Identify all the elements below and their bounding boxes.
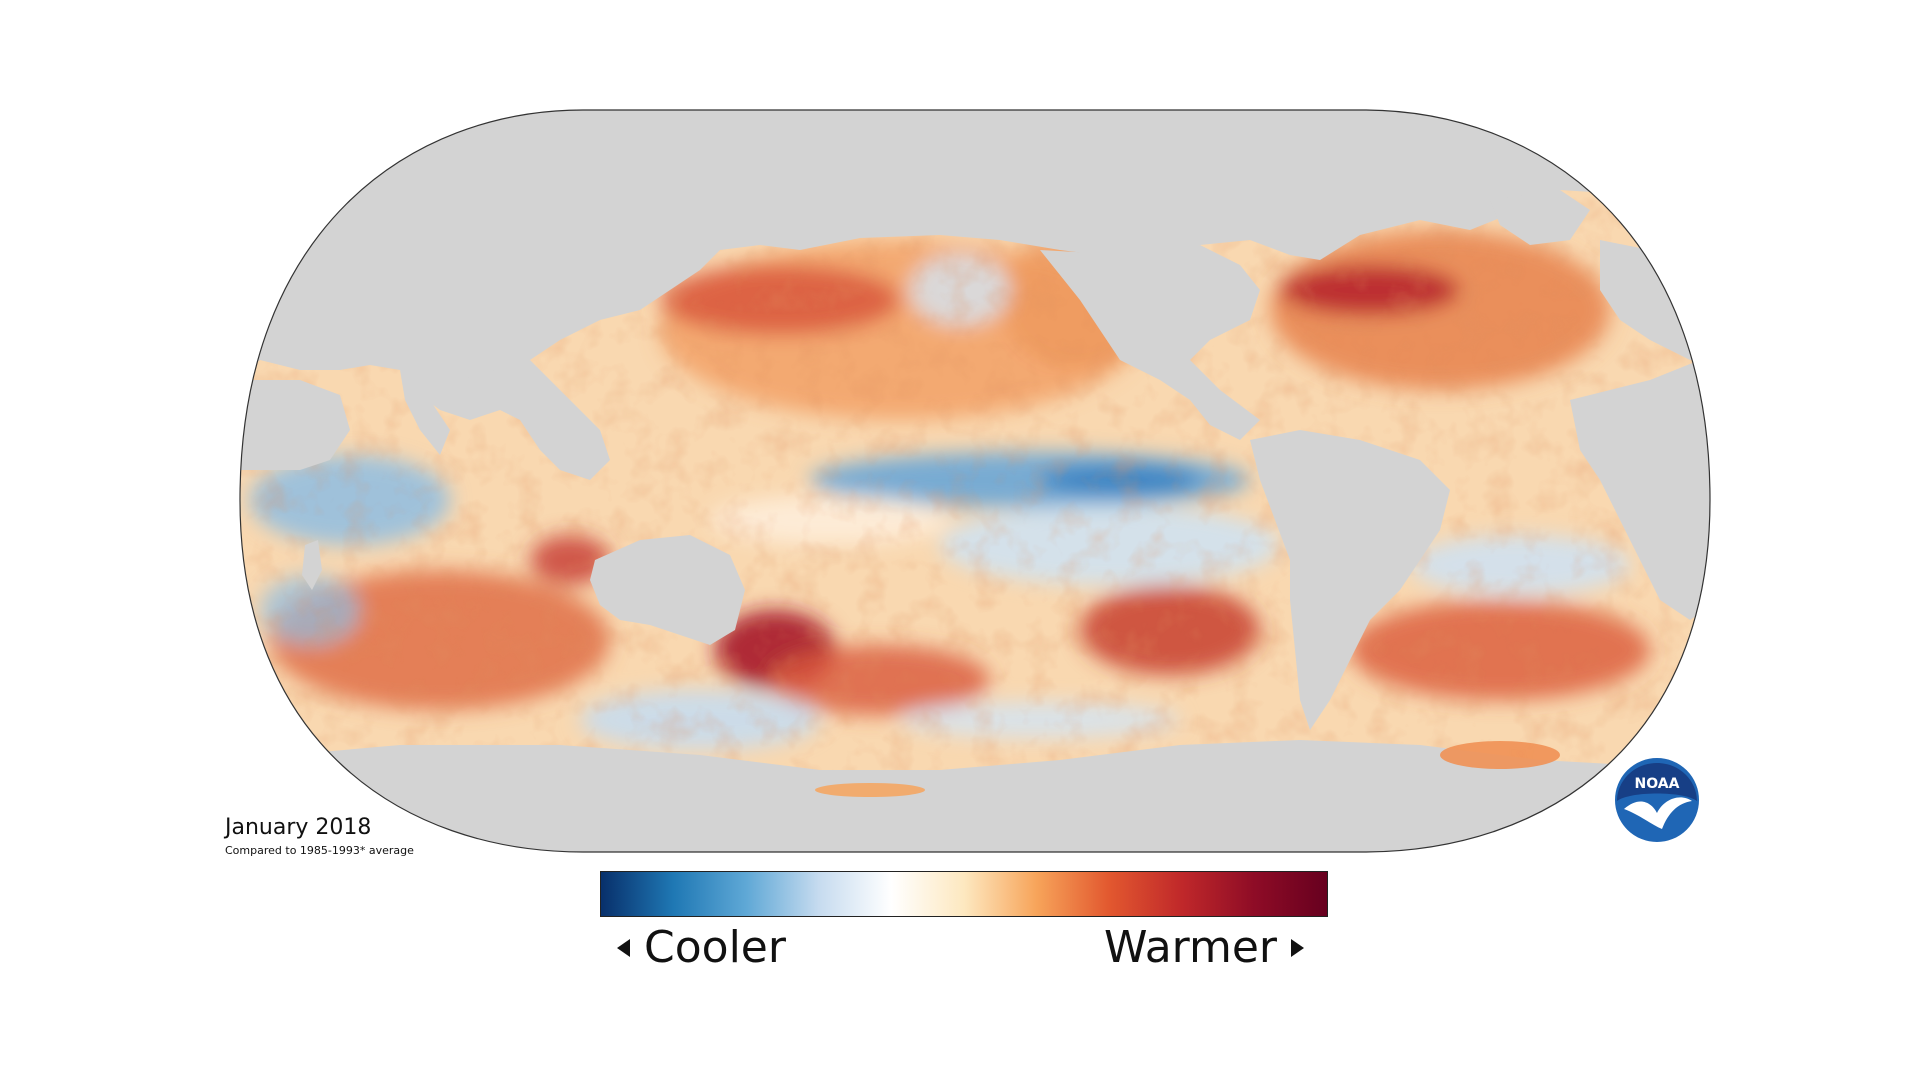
land-india xyxy=(400,370,450,455)
land-north-band xyxy=(240,110,1710,400)
land-africa-east xyxy=(1570,360,1710,620)
anomaly-color-bar xyxy=(600,871,1328,917)
land-australia xyxy=(590,535,745,645)
land xyxy=(240,110,1710,852)
land-antarctica xyxy=(240,740,1710,852)
globe-outline xyxy=(239,109,1711,853)
weddell-warm xyxy=(1440,741,1560,769)
land-madagascar xyxy=(302,540,322,590)
baseline-note: Compared to 1985-1993* average xyxy=(225,844,414,857)
land-greenland xyxy=(1490,190,1590,245)
legend-cooler-label: Cooler xyxy=(644,922,786,973)
land-southeast-asia xyxy=(420,360,610,480)
noaa-logo-text: NOAA xyxy=(1635,776,1680,792)
right-arrow-icon xyxy=(1291,939,1304,957)
land-north-america xyxy=(1040,245,1260,440)
ross-sea-warm xyxy=(815,783,925,797)
map-date-label: January 2018 xyxy=(225,815,372,840)
legend-warmer-label: Warmer xyxy=(1104,922,1277,973)
land-south-america xyxy=(1250,430,1450,730)
noaa-seagull-icon xyxy=(1624,797,1692,829)
land-africa xyxy=(240,380,350,470)
noaa-logo: NOAA xyxy=(1613,756,1701,844)
legend-cooler: Cooler xyxy=(617,926,786,970)
left-arrow-icon xyxy=(617,939,630,957)
legend-warmer: Warmer xyxy=(1104,926,1304,970)
